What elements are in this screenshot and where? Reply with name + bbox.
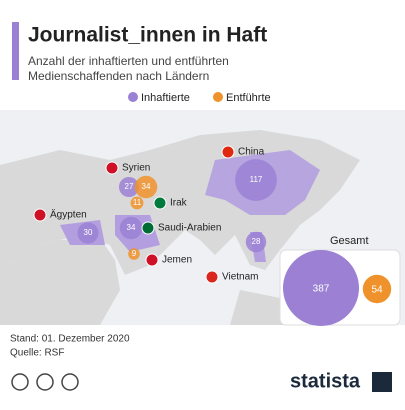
flag — [153, 196, 167, 210]
total-value: 54 — [371, 285, 383, 296]
flag — [221, 145, 235, 159]
flag — [205, 270, 219, 284]
total-value: 387 — [313, 284, 330, 295]
bubble-kidnapped — [134, 175, 158, 199]
country-label: Saudi-Arabien — [158, 223, 221, 234]
subtitle: Anzahl der inhaftierten und entführten — [28, 54, 229, 68]
legend-swatch — [128, 92, 138, 102]
title: Journalist_innen in Haft — [28, 24, 267, 47]
bubble-value: 9 — [132, 249, 137, 258]
accent-bar — [12, 22, 19, 80]
brand: statista — [290, 370, 361, 392]
bubble-detained — [118, 176, 140, 198]
flag — [105, 161, 119, 175]
brand-logo — [372, 372, 392, 392]
country-label: China — [238, 147, 265, 158]
bubble-detained — [77, 222, 99, 244]
date: Stand: 01. Dezember 2020 — [10, 334, 130, 345]
country-label: Jemen — [162, 255, 192, 266]
bubble-value: 117 — [250, 175, 263, 184]
bubble-detained — [119, 216, 143, 240]
subtitle: Medienschaffenden nach Ländern — [28, 69, 209, 83]
legend-label: Entführte — [226, 92, 271, 104]
bubble-value: 34 — [127, 223, 136, 232]
bubble-detained — [235, 159, 277, 201]
flag — [141, 221, 155, 235]
legend-swatch — [213, 92, 223, 102]
bubble-kidnapped — [130, 196, 144, 210]
source: Quelle: RSF — [10, 348, 64, 359]
legend-label: Inhaftierte — [141, 92, 190, 104]
license-icons — [11, 373, 79, 391]
country-label: Syrien — [122, 163, 150, 174]
bubble-kidnapped — [128, 248, 140, 260]
bubble-value: 30 — [84, 228, 93, 237]
bubble-value: 34 — [142, 182, 151, 191]
country-label: Vietnam — [222, 272, 259, 283]
total-kidnapped — [362, 274, 392, 304]
bubble-detained — [245, 231, 267, 253]
flag — [33, 208, 47, 222]
bubble-value: 11 — [133, 198, 142, 207]
bubble-value: 27 — [125, 182, 134, 191]
country-label: Ägypten — [50, 209, 87, 221]
bubble-value: 28 — [252, 237, 261, 246]
country-label: Irak — [170, 198, 188, 209]
flag — [145, 253, 159, 267]
total-detained — [283, 250, 359, 326]
total-label: Gesamt — [330, 235, 369, 247]
